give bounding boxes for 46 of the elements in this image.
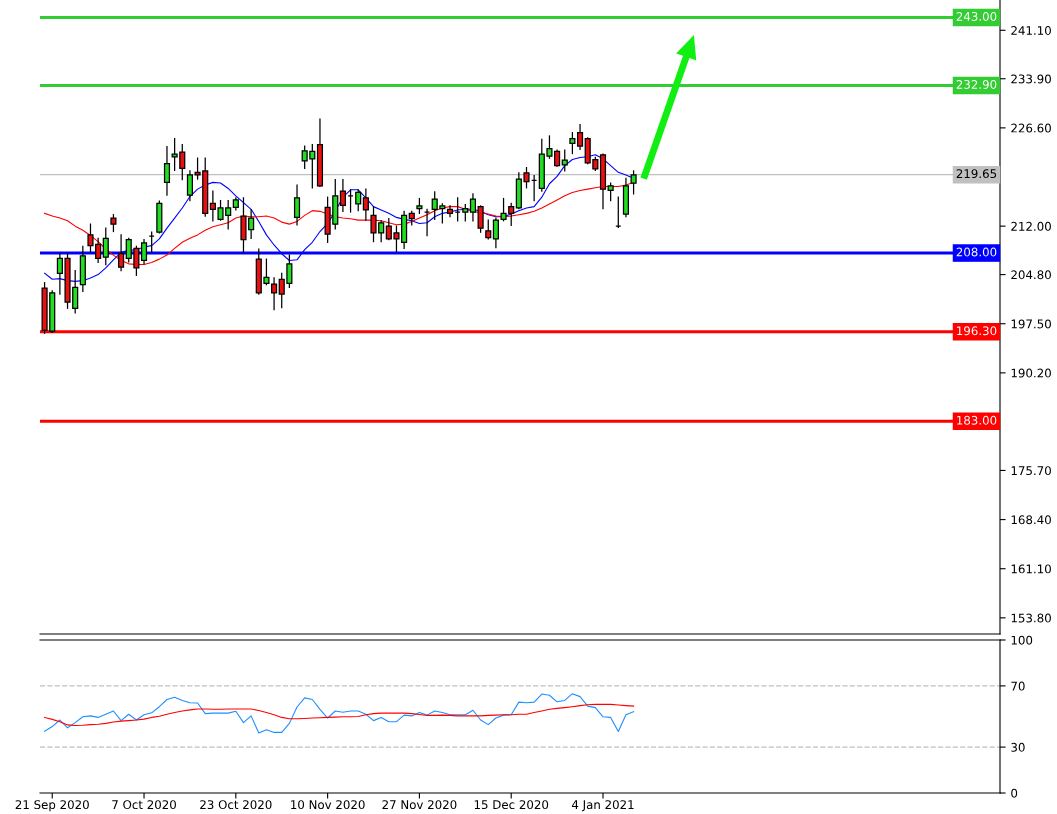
y-tick-label: 190.20 xyxy=(1011,368,1051,378)
candlestick xyxy=(163,146,171,196)
y-tick-label: 233.90 xyxy=(1011,74,1051,84)
line-series xyxy=(44,693,635,734)
candlestick xyxy=(561,149,568,172)
y-tick-label: 226.60 xyxy=(1011,123,1051,133)
x-tick-label: 15 Dec 2020 xyxy=(474,800,549,810)
candlestick xyxy=(477,205,484,233)
ref-line-label: 196.30 xyxy=(957,326,997,336)
y-tick-label: 0 xyxy=(1011,788,1018,798)
candlestick xyxy=(485,219,492,240)
y-tick-label: 241.10 xyxy=(1011,26,1051,35)
candlestick xyxy=(339,179,346,212)
x-tick-label: 10 Nov 2020 xyxy=(291,800,365,810)
x-tick-label: 21 Sep 2020 xyxy=(15,800,89,812)
x-tick-label: 23 Oct 2020 xyxy=(200,800,272,810)
y-tick-label: 168.40 xyxy=(1011,515,1051,525)
candlestick xyxy=(446,205,454,218)
ref-line-label: 219.65 xyxy=(956,169,997,179)
y-tick-label: 70 xyxy=(1011,681,1025,691)
candlestick xyxy=(569,131,576,155)
candlestick xyxy=(355,189,362,212)
y-tick-label: 175.70 xyxy=(1011,466,1051,476)
y-tick-label: 30 xyxy=(1011,742,1025,752)
y-tick-label: 197.50 xyxy=(1011,319,1051,329)
ref-line-label: 243.00 xyxy=(956,11,997,21)
candlestick xyxy=(140,238,148,265)
ref-line-label: 232.90 xyxy=(956,79,997,89)
candlestick xyxy=(102,227,109,266)
x-tick-label: 27 Nov 2020 xyxy=(382,800,457,810)
ref-line-label: 183.00 xyxy=(957,415,997,425)
y-tick-label: 100 xyxy=(1011,635,1033,645)
x-tick-label: 7 Oct 2020 xyxy=(112,800,176,810)
candlestick xyxy=(469,193,477,222)
candlestick xyxy=(630,170,637,195)
y-tick-label: 212.00 xyxy=(1011,221,1051,231)
line-series xyxy=(44,703,635,727)
y-tick-label: 204.80 xyxy=(1011,270,1051,280)
y-tick-label: 161.10 xyxy=(1011,564,1051,574)
candlestick xyxy=(362,188,369,221)
candlestick xyxy=(118,234,125,272)
x-tick-label: 4 Jan 2021 xyxy=(571,800,634,812)
candlestick xyxy=(576,123,584,151)
y-tick-label: 153.80 xyxy=(1011,613,1051,623)
ref-line-label: 208.00 xyxy=(956,247,997,257)
candlestick xyxy=(293,184,301,226)
